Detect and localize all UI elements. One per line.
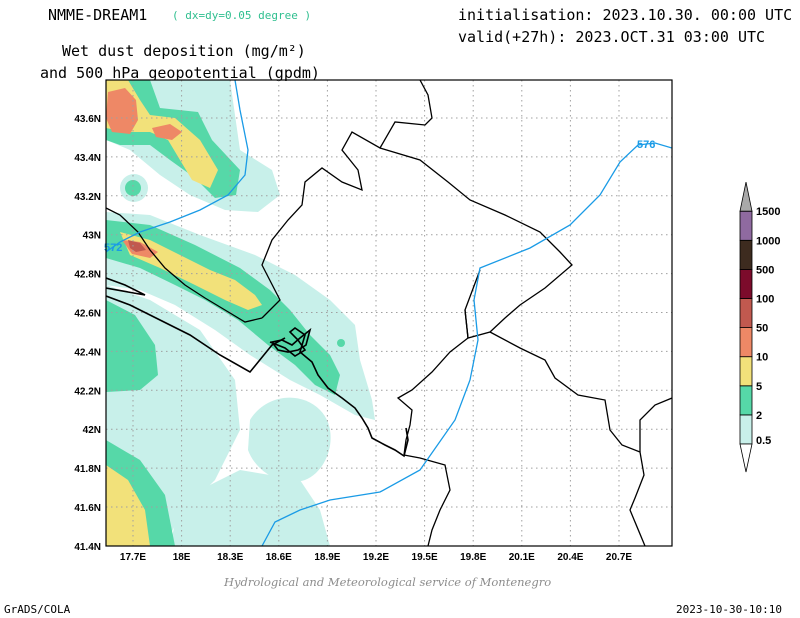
legend-swatch <box>739 414 753 445</box>
map-title-line1: Wet dust deposition (mg/m²) <box>62 42 306 60</box>
y-tick-label: 41.8N <box>74 464 101 475</box>
geopotential-contours <box>106 80 672 546</box>
deposition-2-cell-small <box>337 339 345 347</box>
y-tick-label: 41.4N <box>74 542 101 553</box>
y-tick-label: 43N <box>83 231 101 242</box>
valid-time: valid(+27h): 2023.OCT.31 03:00 UTC <box>458 28 766 46</box>
model-name: NMME-DREAM1 <box>48 6 148 24</box>
border-serbia-kosovo <box>379 147 573 339</box>
dust-deposition-field <box>106 80 375 546</box>
init-time: initialisation: 2023.10.30. 00:00 UTC <box>458 6 793 24</box>
x-tick-label: 18.3E <box>217 552 243 563</box>
deposition-2-cell <box>125 180 141 196</box>
legend-label: 0.5 <box>756 435 771 447</box>
coastline <box>106 277 409 458</box>
contour-572 <box>106 80 249 253</box>
deposition-5-area-south <box>106 465 150 546</box>
map-title-line2: and 500 hPa geopotential (gpdm) <box>40 64 320 82</box>
contour-label-576: 576 <box>637 139 655 151</box>
legend-label: 1500 <box>756 206 780 218</box>
resolution-note: ( dx=dy=0.05 degree ) <box>172 9 312 22</box>
legend-arrow-bottom <box>739 443 753 473</box>
legend-label: 500 <box>756 264 774 276</box>
legend-swatch <box>739 268 753 299</box>
y-tick-label: 42N <box>83 425 101 436</box>
borders <box>106 80 672 546</box>
coast-bay-kotor <box>270 327 312 353</box>
legend-swatch <box>739 239 753 270</box>
legend-label: 2 <box>756 410 762 422</box>
y-tick-label: 42.6N <box>74 309 101 320</box>
deposition-2-area-west <box>106 300 158 392</box>
legend-label: 1000 <box>756 235 780 247</box>
border-macedonia-albania <box>403 454 451 546</box>
legend-swatch <box>739 298 753 329</box>
color-legend: 0.5 2 5 10 50 100 500 1000 1500 <box>739 182 780 473</box>
legend-swatch <box>739 385 753 416</box>
coast-montenegro <box>269 327 409 458</box>
border-kosovo-macedonia <box>489 331 646 546</box>
deposition-10-area-north <box>106 88 138 134</box>
border-east <box>639 397 672 452</box>
contour-576 <box>261 142 672 546</box>
y-tick-label: 41.6N <box>74 503 101 514</box>
x-tick-label: 18.9E <box>314 552 340 563</box>
y-tick-label: 43.6N <box>74 114 101 125</box>
x-tick-label: 20.7E <box>606 552 632 563</box>
y-tick-label: 42.8N <box>74 270 101 281</box>
x-tick-label: 20.1E <box>509 552 535 563</box>
grads-label: GrADS/COLA <box>4 603 71 616</box>
deposition-10-area-north-east <box>152 124 182 140</box>
y-tick-label: 43.2N <box>74 192 101 203</box>
x-tick-label: 18.6E <box>266 552 292 563</box>
legend-swatch <box>739 327 753 358</box>
legend-label: 10 <box>756 352 768 364</box>
legend-swatch <box>739 210 753 241</box>
deposition-0.5-area-south <box>170 470 330 546</box>
legend-label: 100 <box>756 294 774 306</box>
x-tick-label: 19.8E <box>460 552 486 563</box>
legend-swatch <box>739 356 753 387</box>
legend-label: 50 <box>756 323 768 335</box>
contour-label-572: 572 <box>104 242 122 254</box>
border-montenegro-albania <box>396 309 469 456</box>
x-tick-label: 17.7E <box>120 552 146 563</box>
x-tick-label: 20.4E <box>557 552 583 563</box>
credit-text: Hydrological and Meteorological service … <box>224 575 552 589</box>
legend-label: 5 <box>756 381 762 393</box>
coast-croatia <box>106 277 286 374</box>
x-tick-label: 19.5E <box>412 552 438 563</box>
y-tick-label: 43.4N <box>74 153 101 164</box>
timestamp-label: 2023-10-30-10:10 <box>676 603 782 616</box>
border-bosnia-serbia <box>261 80 433 319</box>
legend-arrow-top <box>739 182 753 212</box>
y-tick-label: 42.4N <box>74 347 101 358</box>
y-tick-label: 42.2N <box>74 386 101 397</box>
deposition-50-area-coast <box>128 240 146 252</box>
x-tick-label: 18E <box>173 552 191 563</box>
x-tick-label: 19.2E <box>363 552 389 563</box>
border-croatia-bosnia <box>106 207 263 323</box>
x-axis-labels: 17.7E 18E 18.3E 18.6E 18.9E 19.2E 19.5E 19.8E 20… <box>120 552 632 563</box>
y-axis-labels: 43.6N 43.4N 43.2N 43N 42.8N 42.6N 42.4N 42.2N 42… <box>74 114 101 553</box>
map-frame <box>105 79 673 547</box>
deposition-0.5-area-sea <box>248 397 331 482</box>
